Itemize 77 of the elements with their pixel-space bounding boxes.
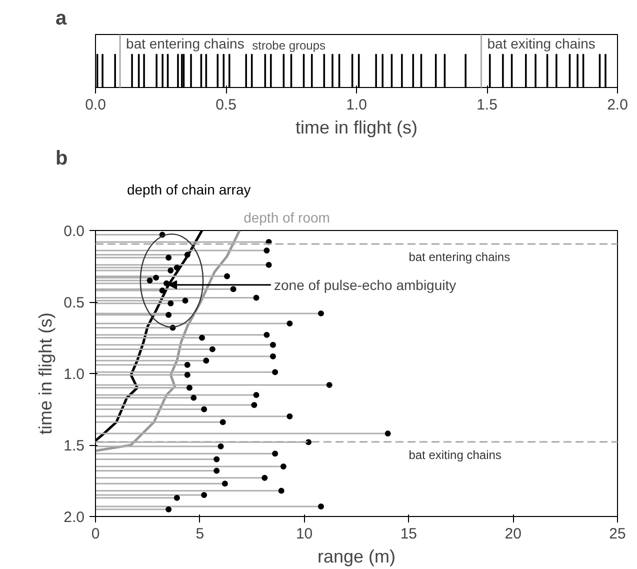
point [201,406,208,412]
point [186,384,192,391]
point [251,402,258,408]
x-tick-label: 1.0 [346,96,367,114]
point [270,342,276,348]
point [190,394,197,401]
point [168,300,174,306]
point [224,273,230,280]
text: depth of chain array [126,182,251,198]
x-axis-title: range (m) [317,546,396,566]
y-tick-label: 0.0 [64,223,85,240]
point [253,392,260,398]
y-tick-label: 0.5 [64,294,85,312]
point [286,320,293,326]
point [174,264,180,271]
point [230,286,236,292]
point [253,294,260,301]
point [264,332,270,338]
point [174,494,180,501]
point [318,310,324,316]
point [266,262,272,268]
x-tick-label: 5 [196,526,204,542]
x-tick-label: 20 [504,526,522,542]
point [182,298,188,304]
point [214,468,220,474]
point [203,358,210,364]
point [278,488,284,494]
point [166,506,172,512]
point [326,382,332,388]
point [280,463,286,470]
point [218,443,224,450]
y-tick-label: 1.5 [64,438,85,454]
ref-line-label: bat exiting chains [408,448,502,462]
x-tick-label: 2.0 [607,96,628,114]
x-tick-label: 0.0 [85,96,106,114]
point [163,280,170,286]
ref-line-label: bat entering chains [408,250,510,264]
point [168,268,174,274]
point [272,369,278,376]
point [286,413,293,420]
text: strobe groups [252,38,326,53]
point [198,334,205,341]
series-label: depth of room [244,210,330,226]
point [146,278,153,284]
point [264,248,270,254]
point [201,492,208,498]
point [166,254,172,261]
point [166,312,172,318]
point [262,474,268,481]
chart-title: a [56,8,68,30]
point [209,346,216,352]
x-tick-label: 0.5 [216,96,236,114]
point [214,456,220,462]
y-tick-label: 2.0 [64,509,85,526]
point [184,252,190,258]
ref-line-label: bat entering chains [126,35,244,52]
x-tick-label: 1.5 [476,96,498,114]
x-tick-label: 15 [400,526,418,542]
ref-line-label: bat exiting chains [487,35,596,52]
x-axis-title: time in flight (s) [295,118,418,138]
point [222,480,228,487]
point [153,274,160,281]
annotation: zone of pulse-echo ambiguity [274,276,456,293]
point [384,430,391,437]
y-tick-label: 1.0 [64,366,85,383]
y-axis-title: time in flight (s) [36,312,56,435]
x-tick-label: 10 [296,526,313,542]
point [184,362,190,368]
point [270,353,276,360]
point [220,419,226,426]
point [318,503,324,510]
x-tick-label: 25 [609,526,626,542]
chart-title: b [56,148,68,170]
x-tick-label: 0 [91,526,100,542]
point [159,288,166,294]
point [272,450,278,457]
point [184,372,190,378]
